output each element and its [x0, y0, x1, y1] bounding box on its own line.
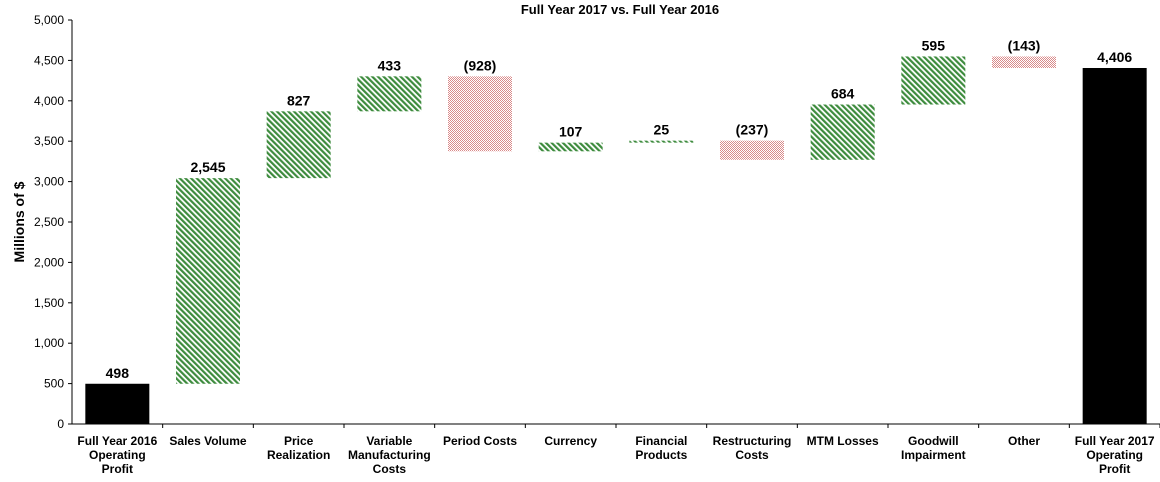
x-tick-label: Full Year 2017 Operating Profit [1074, 434, 1155, 476]
x-tick-label: MTM Losses [806, 434, 879, 448]
y-tick-label: 4,500 [34, 53, 64, 67]
y-tick-label: 0 [57, 417, 64, 431]
y-tick-label: 5,000 [34, 13, 64, 27]
value-label: (237) [736, 122, 769, 138]
value-label: (143) [1008, 37, 1041, 53]
decrease-bar [720, 140, 784, 160]
increase-bar [810, 104, 875, 160]
y-tick-label: 2,500 [34, 215, 64, 229]
y-tick-label: 1,500 [34, 296, 64, 310]
increase-bar [176, 178, 240, 384]
x-tick-label: Period Costs [442, 434, 517, 448]
increase-bar [901, 56, 966, 105]
value-label: 498 [106, 365, 130, 381]
increase-bar [357, 76, 422, 112]
increase-bar [629, 140, 694, 143]
x-tick-label: Price Realization [266, 434, 331, 462]
increase-bar [538, 142, 603, 152]
total-bar [1082, 67, 1147, 424]
chart-title: Full Year 2017 vs. Full Year 2016 [521, 2, 719, 17]
y-tick-label: 3,500 [34, 134, 64, 148]
y-tick-label: 500 [44, 377, 64, 391]
decrease-bar [992, 56, 1056, 68]
x-tick-label: Currency [544, 434, 597, 448]
total-bar [85, 383, 150, 424]
value-label: 684 [831, 86, 855, 102]
y-tick-label: 2,000 [34, 255, 64, 269]
increase-bar [266, 111, 331, 179]
y-tick-label: 4,000 [34, 94, 64, 108]
y-tick-label: 3,000 [34, 175, 64, 189]
value-label: 827 [287, 92, 311, 108]
x-tick-label: Variable Manufacturing Costs [347, 434, 431, 476]
x-tick-label: Other [1007, 434, 1040, 448]
x-tick-label: Financial Products [635, 434, 688, 462]
x-tick-label: Goodwill Impairment [900, 434, 966, 462]
value-label: 25 [654, 122, 670, 138]
x-tick-label: Full Year 2016 Operating Profit [77, 434, 158, 476]
value-label: 4,406 [1097, 49, 1132, 65]
x-tick-label: Restructuring Costs [712, 434, 792, 462]
value-label: 433 [378, 57, 402, 73]
y-axis-label: Millions of $ [11, 181, 27, 262]
value-label: (928) [464, 57, 497, 73]
x-tick-label: Sales Volume [169, 434, 247, 448]
value-label: 107 [559, 124, 583, 140]
y-tick-label: 1,000 [34, 336, 64, 350]
decrease-bar [448, 76, 512, 152]
value-label: 595 [922, 37, 946, 53]
value-label: 2,545 [190, 159, 225, 175]
